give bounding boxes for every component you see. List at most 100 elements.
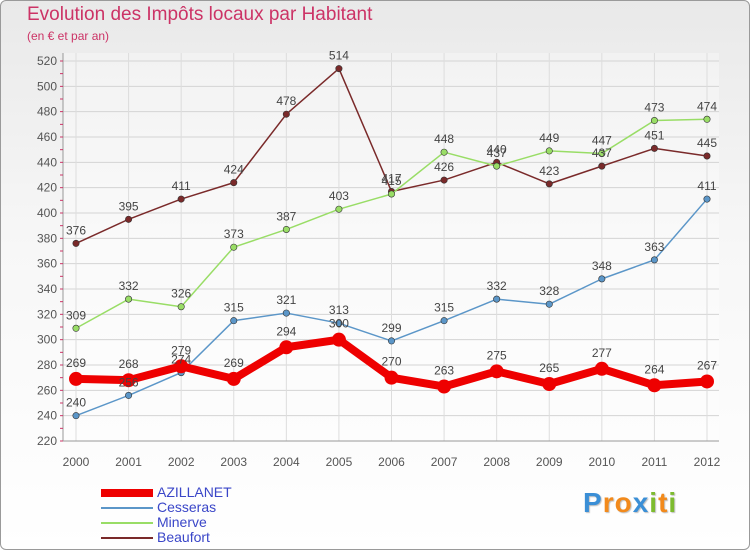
logo-letter: r: [602, 487, 615, 518]
y-tick-label-220: 220: [37, 434, 57, 448]
data-label-cesseras-2002: 274: [171, 353, 191, 367]
data-point-azillanet-2009: [542, 377, 557, 391]
y-tick-label-260: 260: [37, 383, 57, 397]
data-label-beaufort-2006: 417: [381, 171, 401, 185]
data-label-beaufort-2012: 445: [697, 136, 717, 150]
data-label-azillanet-2011: 264: [644, 362, 664, 376]
x-tick-label-2008: 2008: [483, 455, 510, 469]
data-point-minerve-2001: [125, 295, 133, 303]
data-label-azillanet-2008: 275: [487, 348, 507, 362]
data-label-cesseras-2009: 328: [539, 284, 559, 298]
logo-letter: i: [649, 487, 659, 518]
data-point-minerve-2012: [703, 115, 711, 123]
legend-label-azillanet: AZILLANET: [157, 484, 232, 500]
data-point-cesseras-2011: [650, 256, 658, 264]
data-point-beaufort-2009: [545, 180, 553, 188]
y-tick-label-420: 420: [37, 181, 57, 195]
data-point-minerve-2008: [493, 162, 501, 170]
y-tick-label-340: 340: [37, 282, 57, 296]
y-tick-label-280: 280: [37, 358, 57, 372]
y-tick-label-440: 440: [37, 155, 57, 169]
data-point-beaufort-2005: [335, 65, 343, 73]
data-label-cesseras-2010: 348: [592, 259, 612, 273]
data-point-beaufort-2001: [125, 215, 133, 223]
data-label-cesseras-2004: 321: [276, 293, 296, 307]
data-point-cesseras-2008: [493, 295, 501, 303]
logo-letter: o: [614, 487, 633, 518]
data-point-beaufort-2012: [703, 152, 711, 160]
data-label-beaufort-2008: 440: [487, 142, 507, 156]
x-tick-label-2004: 2004: [273, 455, 300, 469]
data-point-minerve-2006: [387, 190, 395, 198]
y-tick-label-240: 240: [37, 409, 57, 423]
data-point-azillanet-2005: [331, 332, 346, 347]
data-point-cesseras-2001: [125, 391, 133, 399]
data-label-minerve-2003: 373: [224, 227, 244, 241]
data-label-beaufort-2000: 376: [66, 223, 86, 237]
data-label-beaufort-2002: 411: [172, 179, 191, 193]
data-point-azillanet-2007: [437, 379, 452, 394]
y-tick-label-380: 380: [37, 231, 57, 245]
y-tick-label-300: 300: [37, 333, 57, 347]
data-point-cesseras-2005: [335, 319, 343, 327]
data-point-beaufort-2011: [650, 144, 658, 152]
data-label-cesseras-2008: 332: [487, 279, 507, 293]
data-label-minerve-2009: 449: [539, 131, 559, 145]
data-label-minerve-2010: 447: [592, 133, 612, 147]
data-label-azillanet-2002: 279: [171, 343, 191, 357]
data-point-cesseras-2004: [282, 309, 290, 317]
x-tick-label-2009: 2009: [536, 455, 563, 469]
logo-letter: t: [658, 487, 669, 518]
legend-swatch-beaufort: [101, 537, 153, 539]
data-point-beaufort-2002: [177, 195, 185, 203]
data-label-beaufort-2010: 437: [592, 146, 612, 160]
data-label-minerve-2007: 448: [434, 132, 454, 146]
y-tick-label-460: 460: [37, 130, 57, 144]
x-tick-label-2012: 2012: [694, 455, 721, 469]
data-label-azillanet-2012: 267: [697, 358, 717, 372]
y-tick-label-400: 400: [37, 206, 57, 220]
data-point-minerve-2010: [598, 149, 606, 157]
data-label-azillanet-2006: 270: [381, 355, 401, 369]
data-label-azillanet-2007: 263: [434, 364, 454, 378]
data-point-azillanet-2004: [279, 340, 294, 355]
x-tick-label-2003: 2003: [220, 455, 247, 469]
data-point-cesseras-2000: [72, 412, 80, 420]
x-tick-label-2002: 2002: [168, 455, 195, 469]
data-label-beaufort-2011: 451: [644, 128, 664, 142]
x-tick-label-2006: 2006: [378, 455, 405, 469]
y-tick-label-320: 320: [37, 307, 57, 321]
y-tick-label-360: 360: [37, 257, 57, 271]
legend-label-beaufort: Beaufort: [157, 529, 210, 545]
x-tick-label-2005: 2005: [326, 455, 353, 469]
data-point-beaufort-2000: [72, 239, 80, 247]
data-label-beaufort-2004: 478: [276, 94, 296, 108]
data-label-cesseras-2006: 299: [381, 321, 401, 335]
x-tick-label-2001: 2001: [115, 455, 142, 469]
data-point-cesseras-2010: [598, 275, 606, 283]
data-point-cesseras-2003: [230, 317, 238, 325]
legend-label-cesseras: Cesseras: [157, 499, 217, 515]
logo-letter: P: [583, 487, 603, 518]
data-label-minerve-2006: 415: [381, 174, 401, 188]
x-tick-label-2010: 2010: [588, 455, 615, 469]
data-point-minerve-2004: [282, 225, 290, 233]
data-point-cesseras-2006: [387, 337, 395, 345]
data-label-beaufort-2007: 426: [434, 160, 454, 174]
data-label-azillanet-2010: 277: [592, 346, 612, 360]
data-point-azillanet-2000: [69, 371, 83, 386]
data-point-azillanet-2011: [647, 378, 662, 393]
legend-label-minerve: Minerve: [157, 514, 207, 530]
data-point-minerve-2003: [230, 243, 238, 251]
data-label-minerve-2001: 332: [119, 279, 139, 293]
proxiti-logo: Proxiti: [583, 487, 677, 519]
data-label-azillanet-2003: 269: [224, 356, 244, 370]
data-point-beaufort-2010: [598, 162, 606, 170]
data-point-azillanet-2012: [700, 374, 714, 389]
data-point-azillanet-2003: [226, 371, 241, 386]
data-point-azillanet-2006: [384, 370, 399, 385]
data-label-cesseras-2012: 411: [697, 179, 716, 193]
chart-subtitle: (en € et par an): [27, 29, 110, 43]
